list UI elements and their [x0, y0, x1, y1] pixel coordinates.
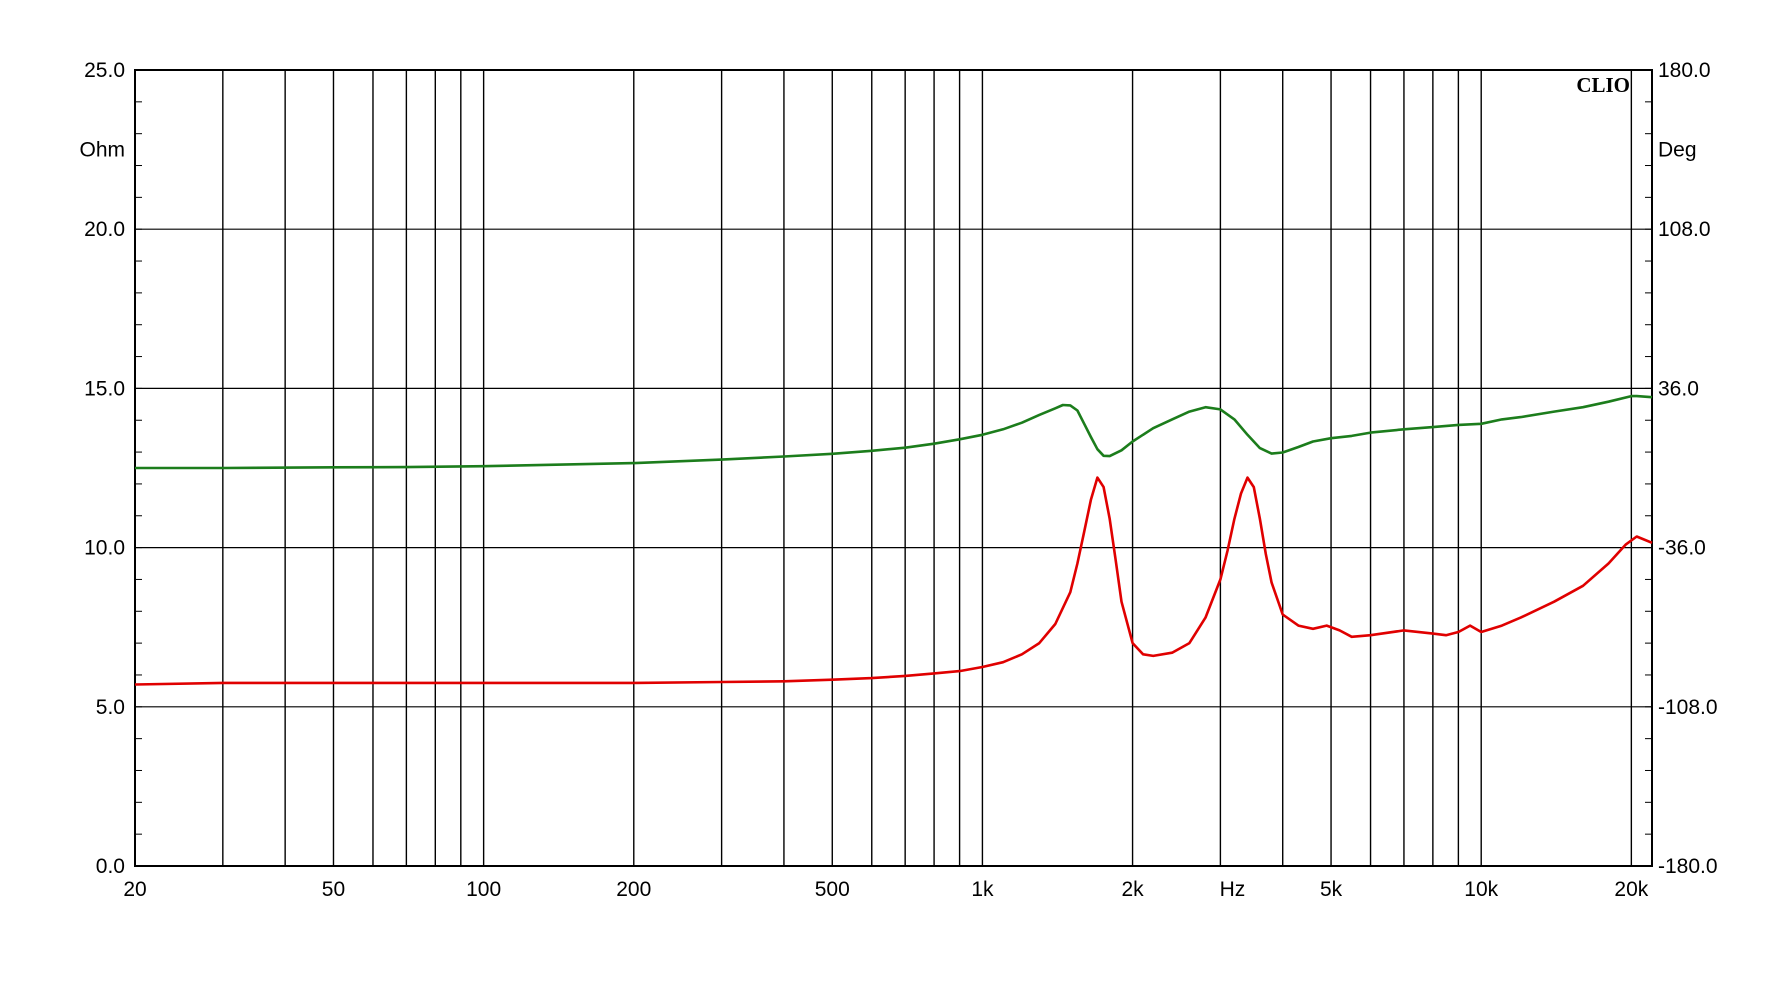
x-tick-label: 20k	[1614, 878, 1648, 901]
axis-minor-ticks	[135, 69, 1652, 867]
left-tick-label: 10.0	[84, 537, 125, 560]
left-tick-label: 20.0	[84, 218, 125, 241]
right-tick-label: 108.0	[1658, 218, 1711, 241]
left-axis-tick-labels: 0.0 5.0 10.0 15.0 20.0 25.0	[84, 59, 125, 878]
left-tick-label: 0.0	[96, 855, 125, 878]
left-axis-unit: Ohm	[79, 139, 125, 162]
x-tick-label: 2k	[1121, 878, 1144, 901]
x-tick-label: 5k	[1320, 878, 1343, 901]
right-tick-label: -108.0	[1658, 696, 1718, 719]
right-tick-label: -36.0	[1658, 537, 1706, 560]
data-curves	[134, 394, 1653, 686]
clio-brand-label: CLIO	[1576, 73, 1630, 97]
x-tick-label: 10k	[1464, 878, 1498, 901]
left-tick-label: 25.0	[84, 59, 125, 82]
x-axis-unit: Hz	[1220, 878, 1246, 901]
right-tick-label: 180.0	[1658, 59, 1711, 82]
x-tick-label: 20	[123, 878, 146, 901]
x-tick-label: 50	[322, 878, 345, 901]
x-tick-label: 1k	[971, 878, 994, 901]
vertical-gridlines	[134, 70, 1633, 866]
right-tick-label: -180.0	[1658, 855, 1718, 878]
right-axis-tick-labels: 180.0 108.0 36.0 -36.0 -108.0 -180.0	[1658, 59, 1718, 878]
x-tick-label: 200	[616, 878, 651, 901]
left-tick-label: 5.0	[96, 696, 125, 719]
right-axis-unit: Deg	[1658, 139, 1697, 162]
left-tick-label: 15.0	[84, 377, 125, 400]
right-tick-label: 36.0	[1658, 377, 1699, 400]
x-tick-label: 500	[815, 878, 850, 901]
x-tick-label: 100	[466, 878, 501, 901]
x-axis-tick-labels: 20 50 100 200 500 1k 2k 5k 10k 20k Hz	[123, 878, 1648, 901]
impedance-curve	[134, 476, 1653, 686]
phase-curve	[135, 394, 1653, 470]
